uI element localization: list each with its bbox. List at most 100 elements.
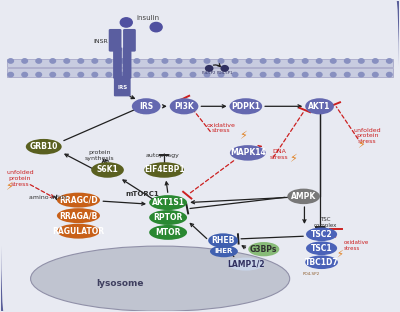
Text: mTORC1: mTORC1 xyxy=(125,191,159,197)
Circle shape xyxy=(344,59,350,63)
Text: lysosome: lysosome xyxy=(96,280,144,289)
Text: IRS: IRS xyxy=(139,102,153,111)
Ellipse shape xyxy=(248,242,279,256)
Circle shape xyxy=(204,59,210,63)
Circle shape xyxy=(162,72,168,77)
Text: PDPK1: PDPK1 xyxy=(231,102,260,111)
Text: LAMP1/2: LAMP1/2 xyxy=(227,260,264,269)
Text: RRAGA/B: RRAGA/B xyxy=(59,211,98,220)
Circle shape xyxy=(274,59,280,63)
Circle shape xyxy=(36,59,42,63)
Text: RAGULATOR: RAGULATOR xyxy=(52,227,104,236)
Circle shape xyxy=(316,59,322,63)
Circle shape xyxy=(386,59,392,63)
Ellipse shape xyxy=(57,208,100,223)
Text: PI4,5P2: PI4,5P2 xyxy=(202,71,216,75)
Circle shape xyxy=(8,72,14,77)
Ellipse shape xyxy=(306,227,337,241)
Circle shape xyxy=(106,59,112,63)
Circle shape xyxy=(206,66,213,71)
FancyBboxPatch shape xyxy=(123,29,136,51)
Ellipse shape xyxy=(305,256,338,269)
Circle shape xyxy=(176,59,182,63)
Text: TBC1D7: TBC1D7 xyxy=(305,258,338,267)
Ellipse shape xyxy=(170,98,198,115)
Circle shape xyxy=(120,72,126,77)
Text: ⚡: ⚡ xyxy=(358,140,365,150)
Circle shape xyxy=(330,72,336,77)
FancyBboxPatch shape xyxy=(109,29,122,51)
Circle shape xyxy=(64,72,70,77)
Text: RHEB: RHEB xyxy=(212,236,235,245)
Text: G3BPs: G3BPs xyxy=(250,245,278,254)
Circle shape xyxy=(8,59,14,63)
Ellipse shape xyxy=(210,246,238,257)
Text: PO4,SP2: PO4,SP2 xyxy=(302,272,320,276)
Circle shape xyxy=(148,59,154,63)
Circle shape xyxy=(148,72,154,77)
Text: ⚡: ⚡ xyxy=(5,182,12,192)
Circle shape xyxy=(106,72,112,77)
Ellipse shape xyxy=(91,162,124,178)
Ellipse shape xyxy=(149,195,187,210)
Text: S6K1: S6K1 xyxy=(97,165,118,174)
FancyBboxPatch shape xyxy=(113,47,122,79)
Ellipse shape xyxy=(230,98,262,115)
Text: AKT1S1: AKT1S1 xyxy=(152,198,185,207)
Text: PO4,5P1: PO4,5P1 xyxy=(216,71,233,75)
Circle shape xyxy=(316,72,322,77)
Circle shape xyxy=(344,72,350,77)
Text: TSC2: TSC2 xyxy=(311,230,332,239)
Text: autophagy: autophagy xyxy=(145,153,179,158)
Circle shape xyxy=(134,59,140,63)
Ellipse shape xyxy=(57,193,100,207)
Circle shape xyxy=(330,59,336,63)
Ellipse shape xyxy=(306,241,337,255)
Text: MTOR: MTOR xyxy=(155,228,181,237)
Bar xyxy=(7,59,393,67)
Circle shape xyxy=(36,72,42,77)
Ellipse shape xyxy=(30,246,290,311)
Circle shape xyxy=(162,59,168,63)
Ellipse shape xyxy=(149,225,187,240)
Circle shape xyxy=(232,59,238,63)
Circle shape xyxy=(190,59,196,63)
Circle shape xyxy=(246,72,252,77)
Ellipse shape xyxy=(57,224,100,239)
Bar xyxy=(7,68,393,77)
Circle shape xyxy=(176,72,182,77)
Circle shape xyxy=(274,72,280,77)
Circle shape xyxy=(386,72,392,77)
Circle shape xyxy=(50,72,56,77)
Text: ⚡: ⚡ xyxy=(336,249,343,259)
Circle shape xyxy=(218,72,224,77)
FancyBboxPatch shape xyxy=(123,47,132,79)
Circle shape xyxy=(302,72,308,77)
Text: oxidative
stress: oxidative stress xyxy=(344,240,369,251)
Text: insulin: insulin xyxy=(137,15,160,21)
Circle shape xyxy=(204,72,210,77)
Circle shape xyxy=(22,72,28,77)
Text: AKT1: AKT1 xyxy=(308,102,331,111)
Circle shape xyxy=(372,72,378,77)
Circle shape xyxy=(64,59,70,63)
Text: oxidative
stress: oxidative stress xyxy=(207,123,236,134)
Circle shape xyxy=(260,72,266,77)
Circle shape xyxy=(50,59,56,63)
Circle shape xyxy=(78,72,84,77)
Circle shape xyxy=(221,66,228,71)
Circle shape xyxy=(92,72,98,77)
Text: EIF4EBP1: EIF4EBP1 xyxy=(144,165,184,174)
Circle shape xyxy=(232,72,238,77)
Text: PI3K: PI3K xyxy=(174,102,194,111)
Circle shape xyxy=(358,59,364,63)
Text: INSR: INSR xyxy=(93,39,108,44)
Text: TSC1: TSC1 xyxy=(311,244,332,253)
Circle shape xyxy=(358,72,364,77)
Circle shape xyxy=(218,59,224,63)
Circle shape xyxy=(92,59,98,63)
Circle shape xyxy=(246,59,252,63)
Circle shape xyxy=(288,59,294,63)
Circle shape xyxy=(134,72,140,77)
Circle shape xyxy=(78,59,84,63)
